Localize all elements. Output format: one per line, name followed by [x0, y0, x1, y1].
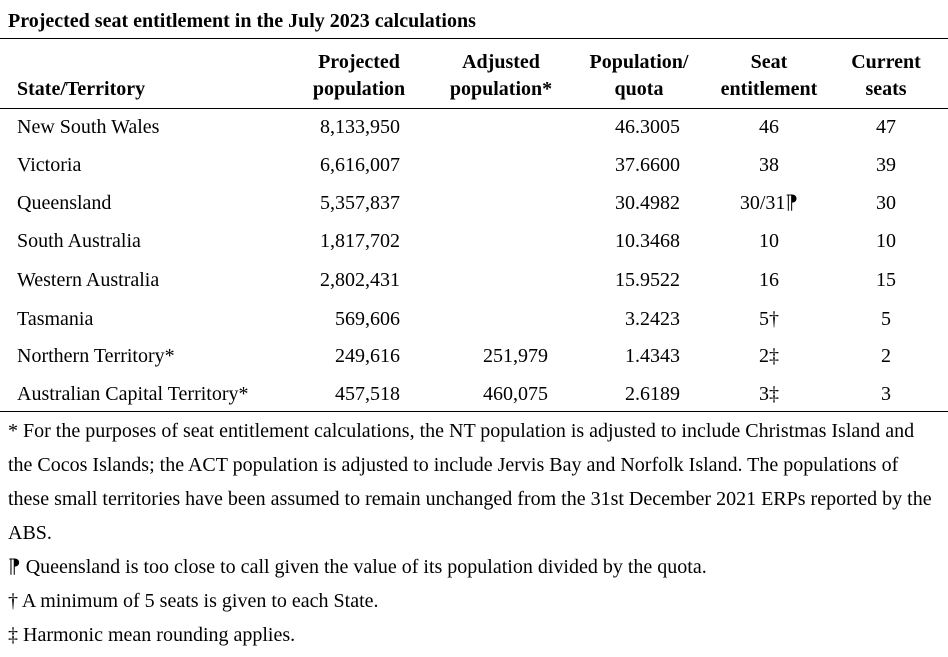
cell-current: 39: [876, 154, 896, 176]
cell-state: New South Wales: [17, 116, 160, 138]
cell-entitlement: 16: [759, 269, 779, 291]
cell-projected: 1,817,702: [320, 230, 400, 252]
cell-projected: 569,606: [335, 308, 400, 330]
cell-projected: 6,616,007: [320, 154, 400, 176]
cell-entitlement: 46: [759, 116, 779, 138]
cell-entitlement: 38: [759, 154, 779, 176]
header-population-quota: Population/ quota: [578, 49, 700, 103]
header-popquota-line2: quota: [614, 78, 664, 100]
cell-popquota: 3.2423: [625, 308, 680, 330]
header-adjusted-line1: Adjusted: [462, 51, 540, 73]
top-rule: [0, 38, 948, 39]
header-state: State/Territory: [17, 78, 146, 100]
cell-popquota: 10.3468: [615, 230, 680, 252]
cell-projected: 5,357,837: [320, 192, 400, 214]
header-projected-line1: Projected: [318, 51, 400, 73]
cell-entitlement: 3‡: [759, 383, 779, 405]
cell-entitlement: 5†: [759, 308, 779, 330]
cell-current: 10: [876, 230, 896, 252]
header-current-line2: seats: [865, 78, 907, 100]
cell-adjusted: 251,979: [483, 345, 548, 367]
header-current-line1: Current: [851, 51, 921, 73]
cell-state: Western Australia: [17, 269, 160, 291]
cell-state: South Australia: [17, 230, 141, 252]
footnotes: * For the purposes of seat entitlement c…: [8, 414, 943, 652]
cell-popquota: 1.4343: [625, 345, 680, 367]
cell-current: 47: [876, 116, 896, 138]
table-title: Projected seat entitlement in the July 2…: [8, 10, 476, 32]
cell-entitlement: 2‡: [759, 345, 779, 367]
cell-projected: 457,518: [335, 383, 400, 405]
cell-state: Queensland: [17, 192, 112, 214]
header-seat-line2: entitlement: [720, 78, 818, 100]
header-popquota-line1: Population/: [589, 51, 689, 73]
header-projected-line2: population: [312, 78, 406, 100]
header-current-seats: Current seats: [838, 49, 934, 103]
cell-popquota: 46.3005: [615, 116, 680, 138]
cell-entitlement: 30/31⁋: [739, 192, 799, 214]
cell-current: 3: [881, 383, 891, 405]
header-adjusted-line2: population*: [449, 78, 553, 100]
cell-entitlement: 10: [759, 230, 779, 252]
cell-projected: 2,802,431: [320, 269, 400, 291]
header-rule: [0, 108, 948, 109]
cell-adjusted: 460,075: [483, 383, 548, 405]
header-adjusted-population: Adjusted population*: [440, 49, 562, 103]
cell-projected: 249,616: [335, 345, 400, 367]
cell-projected: 8,133,950: [320, 116, 400, 138]
footnote-double-dagger: ‡ Harmonic mean rounding applies.: [8, 624, 296, 646]
cell-popquota: 30.4982: [615, 192, 680, 214]
cell-state: Northern Territory*: [17, 345, 175, 367]
header-seat-line1: Seat: [750, 51, 788, 73]
bottom-rule: [0, 411, 948, 412]
footnote-pilcrow: ⁋ Queensland is too close to call given …: [8, 556, 707, 578]
cell-popquota: 37.6600: [615, 154, 680, 176]
header-seat-entitlement: Seat entitlement: [710, 49, 828, 103]
cell-popquota: 2.6189: [625, 383, 680, 405]
cell-current: 5: [881, 308, 891, 330]
cell-current: 15: [876, 269, 896, 291]
footnote-asterisk: * For the purposes of seat entitlement c…: [8, 420, 932, 544]
cell-state: Victoria: [17, 154, 82, 176]
cell-current: 30: [876, 192, 896, 214]
cell-current: 2: [881, 345, 891, 367]
footnote-dagger: † A minimum of 5 seats is given to each …: [8, 590, 379, 612]
header-projected-population: Projected population: [300, 49, 418, 103]
cell-popquota: 15.9522: [615, 269, 680, 291]
cell-state: Australian Capital Territory*: [17, 383, 249, 405]
cell-state: Tasmania: [17, 308, 94, 330]
